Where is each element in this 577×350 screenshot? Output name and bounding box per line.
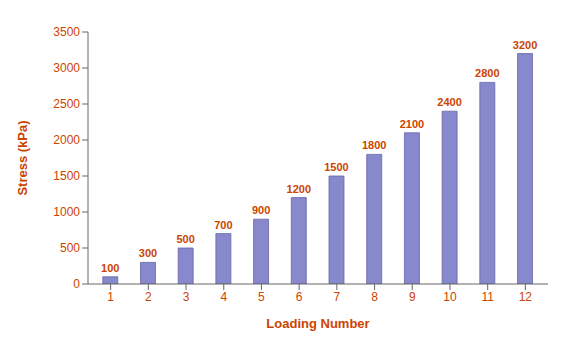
svg-text:3000: 3000 — [53, 61, 80, 75]
svg-text:1800: 1800 — [362, 139, 386, 151]
svg-text:700: 700 — [214, 219, 232, 231]
svg-text:2500: 2500 — [53, 97, 80, 111]
svg-text:11: 11 — [481, 290, 494, 304]
svg-text:6: 6 — [296, 290, 303, 304]
svg-text:300: 300 — [139, 247, 157, 259]
svg-text:12: 12 — [519, 290, 533, 304]
svg-text:8: 8 — [371, 290, 378, 304]
svg-text:900: 900 — [252, 204, 270, 216]
svg-text:2000: 2000 — [53, 133, 80, 147]
svg-text:1200: 1200 — [287, 183, 311, 195]
svg-text:3500: 3500 — [53, 25, 80, 39]
svg-text:2: 2 — [145, 290, 152, 304]
svg-text:3: 3 — [183, 290, 190, 304]
svg-text:500: 500 — [60, 241, 80, 255]
svg-text:9: 9 — [409, 290, 416, 304]
svg-text:500: 500 — [177, 233, 195, 245]
svg-text:0: 0 — [73, 277, 80, 291]
svg-text:1500: 1500 — [53, 169, 80, 183]
svg-text:7: 7 — [334, 290, 341, 304]
svg-text:100: 100 — [101, 262, 119, 274]
svg-text:3200: 3200 — [513, 39, 537, 51]
svg-text:1500: 1500 — [324, 161, 348, 173]
svg-text:Loading Number: Loading Number — [266, 316, 369, 331]
svg-text:1000: 1000 — [53, 205, 80, 219]
svg-text:1: 1 — [107, 290, 114, 304]
svg-text:4: 4 — [220, 290, 227, 304]
svg-text:10: 10 — [443, 290, 457, 304]
svg-text:2400: 2400 — [437, 96, 461, 108]
svg-text:5: 5 — [258, 290, 265, 304]
svg-text:2100: 2100 — [400, 118, 424, 130]
svg-text:Stress (kPa): Stress (kPa) — [15, 120, 30, 195]
svg-text:2800: 2800 — [475, 67, 499, 79]
